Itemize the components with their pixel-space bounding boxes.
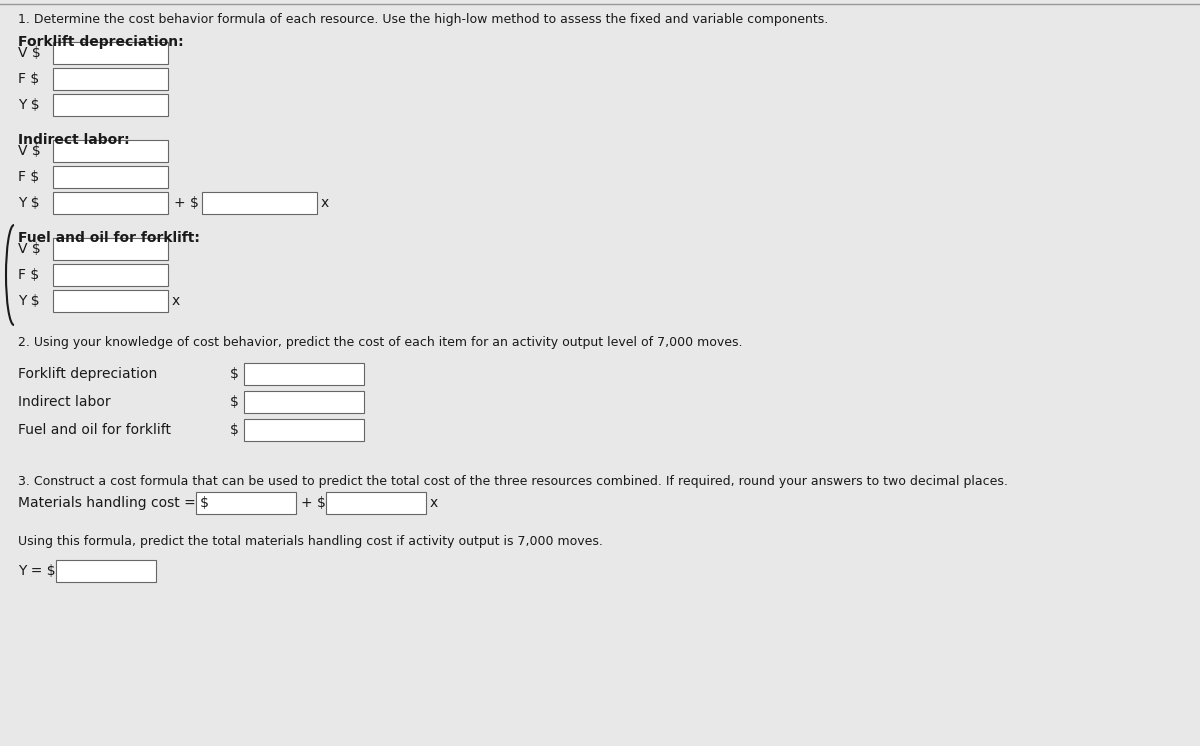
Text: + $: + $ — [174, 196, 199, 210]
FancyBboxPatch shape — [53, 238, 168, 260]
Text: Y = $: Y = $ — [18, 564, 55, 578]
FancyBboxPatch shape — [53, 192, 168, 214]
Text: Indirect labor: Indirect labor — [18, 395, 110, 409]
Text: Fuel and oil for forklift: Fuel and oil for forklift — [18, 423, 172, 437]
Text: x: x — [172, 294, 180, 308]
FancyBboxPatch shape — [53, 264, 168, 286]
Text: Y $: Y $ — [18, 196, 40, 210]
Text: F $: F $ — [18, 268, 40, 282]
Text: 3. Construct a cost formula that can be used to predict the total cost of the th: 3. Construct a cost formula that can be … — [18, 475, 1008, 488]
FancyBboxPatch shape — [56, 560, 156, 582]
Text: Forklift depreciation:: Forklift depreciation: — [18, 35, 184, 49]
Text: F $: F $ — [18, 72, 40, 86]
FancyBboxPatch shape — [53, 42, 168, 64]
Text: Forklift depreciation: Forklift depreciation — [18, 367, 157, 381]
Text: Materials handling cost = $: Materials handling cost = $ — [18, 496, 209, 510]
Text: 2. Using your knowledge of cost behavior, predict the cost of each item for an a: 2. Using your knowledge of cost behavior… — [18, 336, 743, 349]
FancyBboxPatch shape — [196, 492, 296, 514]
Text: $: $ — [230, 395, 239, 409]
Text: Using this formula, predict the total materials handling cost if activity output: Using this formula, predict the total ma… — [18, 534, 602, 548]
Text: 1. Determine the cost behavior formula of each resource. Use the high-low method: 1. Determine the cost behavior formula o… — [18, 13, 828, 26]
Text: + $: + $ — [301, 496, 326, 510]
Text: x: x — [430, 496, 438, 510]
Text: x: x — [322, 196, 329, 210]
Text: Y $: Y $ — [18, 294, 40, 308]
Text: Y $: Y $ — [18, 98, 40, 112]
FancyBboxPatch shape — [53, 94, 168, 116]
Text: Fuel and oil for forklift:: Fuel and oil for forklift: — [18, 231, 200, 245]
FancyBboxPatch shape — [53, 68, 168, 90]
FancyBboxPatch shape — [202, 192, 317, 214]
FancyBboxPatch shape — [53, 166, 168, 188]
Text: F $: F $ — [18, 170, 40, 184]
Text: V $: V $ — [18, 242, 41, 256]
Text: V $: V $ — [18, 46, 41, 60]
Text: V $: V $ — [18, 144, 41, 158]
FancyBboxPatch shape — [53, 290, 168, 312]
FancyBboxPatch shape — [244, 391, 364, 413]
FancyBboxPatch shape — [244, 363, 364, 385]
Text: Indirect labor:: Indirect labor: — [18, 133, 130, 147]
FancyBboxPatch shape — [244, 419, 364, 441]
Text: $: $ — [230, 423, 239, 437]
FancyBboxPatch shape — [53, 140, 168, 162]
FancyBboxPatch shape — [326, 492, 426, 514]
Text: $: $ — [230, 367, 239, 381]
